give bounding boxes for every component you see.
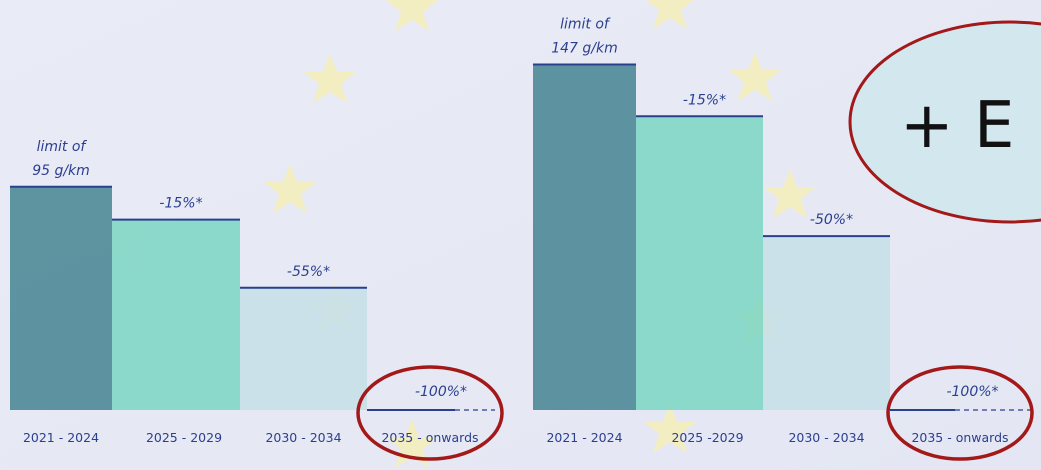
bar xyxy=(636,116,763,410)
x-tick-label: 2035 - onwards xyxy=(911,430,1008,445)
value-annotation: -15%* xyxy=(159,196,202,212)
value-annotation: -55%* xyxy=(287,264,330,280)
value-annotation: -50%* xyxy=(810,212,853,228)
callout-text: + E xyxy=(900,89,1014,163)
bar xyxy=(763,236,890,410)
x-tick-label: 2025 - 2029 xyxy=(146,430,222,445)
value-annotation: -100%* xyxy=(946,384,998,400)
value-annotation: -100%* xyxy=(415,384,467,400)
x-tick-label: 2030 - 2034 xyxy=(265,430,341,445)
x-tick-label: 2035 - onwards xyxy=(381,430,478,445)
bar xyxy=(10,187,112,410)
page: {"chart_data": [ {"type": "bar", "catego… xyxy=(0,0,1041,470)
bar xyxy=(240,288,367,410)
value-annotation: 147 g/km xyxy=(551,41,618,57)
value-annotation: -15%* xyxy=(683,92,726,108)
bar xyxy=(112,220,240,410)
value-annotation: limit of xyxy=(37,139,88,155)
bar xyxy=(533,65,636,410)
value-annotation: 95 g/km xyxy=(32,163,90,179)
value-annotation: limit of xyxy=(560,17,611,33)
infographic: limit of 95 g/km 2021 - 2024 -15%* 2025 - 20… xyxy=(0,0,1041,470)
x-tick-label: 2021 - 2024 xyxy=(546,430,622,445)
x-tick-label: 2030 - 2034 xyxy=(788,430,864,445)
x-tick-label: 2025 -2029 xyxy=(671,430,743,445)
x-tick-label: 2021 - 2024 xyxy=(23,430,99,445)
